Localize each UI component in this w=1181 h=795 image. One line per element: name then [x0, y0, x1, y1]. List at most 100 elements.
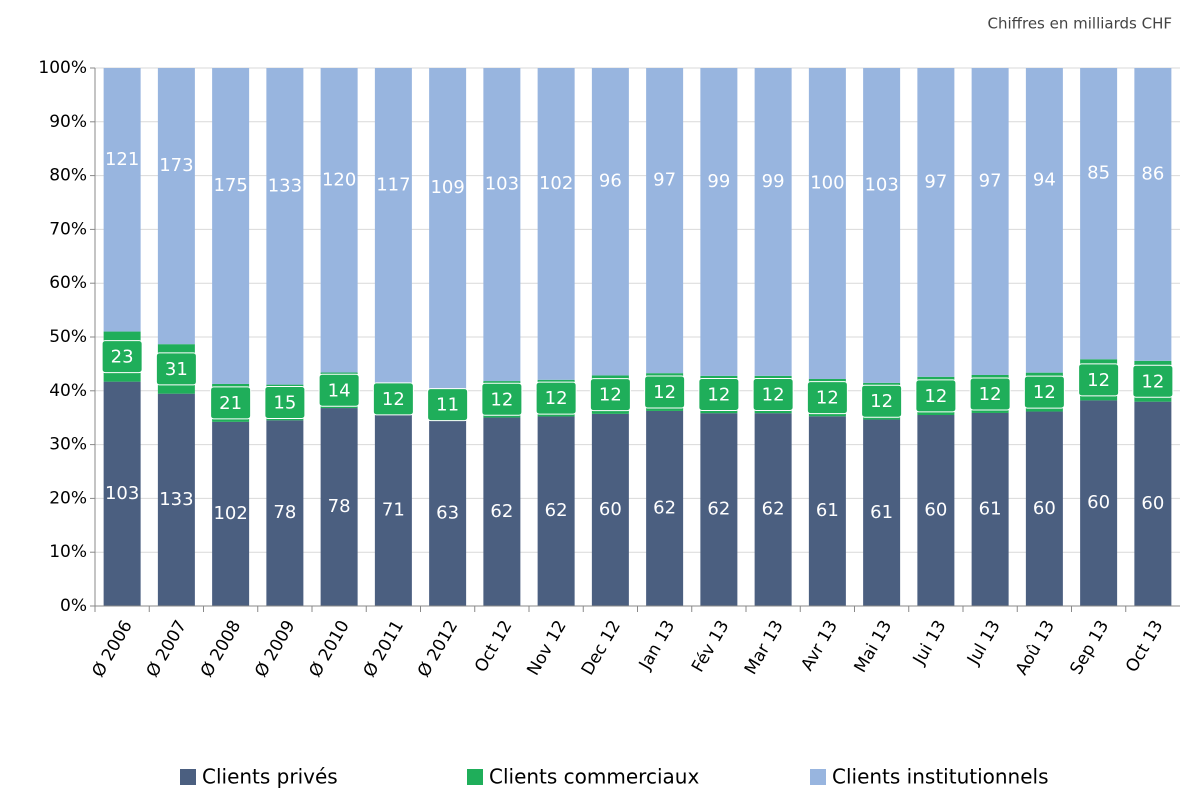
y-tick-label: 40%: [49, 381, 87, 401]
bar-segment: [212, 421, 250, 606]
bar-segment: [754, 413, 792, 606]
legend-label: Clients commerciaux: [489, 765, 699, 789]
data-label: 102: [539, 173, 573, 194]
y-tick-label: 80%: [49, 166, 87, 186]
label-box: [101, 340, 143, 374]
x-tick-label: Jui 13: [909, 617, 951, 669]
data-label: 60: [924, 499, 947, 520]
x-tick-label: Aoû 13: [1012, 617, 1059, 679]
legend-label: Clients institutionnels: [832, 765, 1049, 789]
data-label: 96: [599, 171, 622, 192]
data-label: 173: [159, 155, 193, 176]
x-tick-label: Ø 2012: [414, 617, 462, 681]
bar-segment: [646, 68, 684, 374]
bar-segment: [1134, 401, 1172, 606]
data-label: 12: [707, 385, 730, 406]
data-label: 12: [599, 385, 622, 406]
data-label: 121: [105, 149, 139, 170]
bar-segment: [374, 415, 412, 606]
y-tick-label: 0%: [60, 596, 87, 616]
bar-segment: [1134, 68, 1172, 361]
data-label: 12: [924, 386, 947, 407]
x-tick-label: Ø 2008: [197, 617, 245, 681]
data-label: 99: [707, 171, 730, 192]
data-label: 109: [430, 177, 464, 198]
bar-segment: [863, 68, 901, 383]
bar-segment: [917, 414, 955, 606]
x-tick-label: Avr 13: [797, 617, 842, 674]
y-tick-label: 70%: [49, 219, 87, 239]
bar-segment: [320, 408, 358, 606]
data-label: 12: [870, 391, 893, 412]
data-label: 61: [979, 498, 1002, 519]
data-label: 133: [159, 489, 193, 510]
x-tick-label: Ø 2006: [88, 617, 136, 681]
label-box: [210, 386, 252, 420]
data-label: 97: [653, 170, 676, 191]
y-tick-label: 60%: [49, 273, 87, 293]
bar-segment: [266, 420, 304, 606]
label-box: [969, 377, 1011, 411]
data-label: 60: [599, 499, 622, 520]
bar-segment: [157, 68, 195, 345]
bar-segment: [429, 68, 467, 389]
data-label: 12: [653, 382, 676, 403]
label-box: [861, 384, 903, 418]
data-label: 12: [545, 388, 568, 409]
label-box: [372, 382, 414, 416]
x-tick-label: Mar 13: [741, 617, 788, 678]
y-tick-label: 90%: [49, 112, 87, 132]
data-label: 12: [762, 385, 785, 406]
data-label: 12: [1033, 382, 1056, 403]
data-label: 175: [213, 175, 247, 196]
bar-segment: [917, 68, 955, 377]
x-tick-label: Oct 12: [471, 617, 517, 676]
label-box: [806, 381, 848, 415]
bar-segment: [1025, 68, 1063, 373]
data-label: 62: [545, 500, 568, 521]
bar-segment: [971, 68, 1009, 375]
data-label: 60: [1033, 498, 1056, 519]
data-label: 99: [762, 171, 785, 192]
data-label: 12: [1141, 371, 1164, 392]
bar-segment: [320, 68, 358, 373]
x-tick-label: Ø 2011: [360, 617, 408, 681]
label-box: [698, 378, 740, 412]
x-tick-label: Sep 13: [1066, 617, 1113, 678]
data-label: 21: [219, 393, 242, 414]
bar-segment: [700, 413, 738, 606]
legend-swatch: [467, 769, 483, 785]
label-box: [155, 352, 197, 386]
data-label: 103: [105, 483, 139, 504]
x-tick-label: Jul 13: [963, 617, 1005, 669]
label-box: [589, 378, 631, 412]
bar-segment: [103, 68, 141, 332]
bar-segment: [266, 68, 304, 385]
data-label: 15: [273, 392, 296, 413]
bar-segment: [971, 412, 1009, 606]
label-box: [915, 379, 957, 413]
x-tick-label: Ø 2010: [305, 617, 353, 681]
x-tick-label: Oct 13: [1122, 617, 1168, 676]
label-box: [644, 375, 686, 409]
label-box: [481, 382, 523, 416]
x-tick-label: Ø 2009: [251, 617, 299, 681]
data-label: 60: [1087, 492, 1110, 513]
data-label: 62: [762, 499, 785, 520]
bar-segment: [212, 68, 250, 384]
data-label: 62: [707, 499, 730, 520]
data-label: 100: [810, 172, 844, 193]
label-box: [264, 385, 306, 419]
bar-segment: [537, 416, 575, 606]
y-tick-label: 50%: [49, 327, 87, 347]
bar-segment: [646, 410, 684, 606]
label-box: [1023, 375, 1065, 409]
bar-segment: [700, 68, 738, 376]
data-label: 23: [111, 347, 134, 368]
data-label: 12: [816, 388, 839, 409]
bar-segment: [103, 381, 141, 606]
data-label: 103: [864, 174, 898, 195]
bar-segment: [429, 420, 467, 606]
